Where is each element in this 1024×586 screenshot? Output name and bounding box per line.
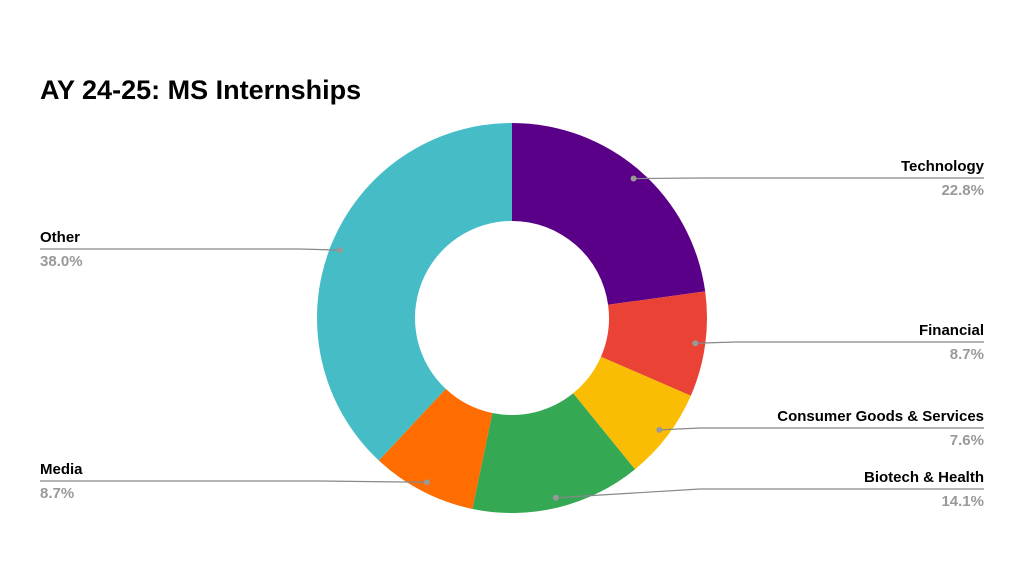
leader-dot — [552, 494, 559, 501]
value-label: 22.8% — [941, 182, 984, 199]
value-label: 8.7% — [40, 485, 74, 502]
slice — [512, 123, 706, 305]
leader-dot — [336, 247, 343, 254]
slice-label: Consumer Goods & Services — [777, 408, 984, 425]
leader-dot — [692, 340, 699, 347]
leader-line — [40, 248, 340, 251]
slice-label: Financial — [919, 322, 984, 339]
slice-label: Technology — [901, 158, 985, 175]
slice-label: Biotech & Health — [864, 469, 984, 486]
leader-line — [40, 480, 427, 483]
leader-line — [659, 427, 984, 431]
leader-dot — [656, 426, 663, 433]
leader-line — [633, 177, 984, 180]
value-label: 8.7% — [950, 346, 984, 363]
slice — [472, 393, 635, 513]
value-label: 38.0% — [40, 253, 83, 270]
slice — [573, 356, 691, 470]
slice-label: Media — [40, 461, 83, 478]
chart-title: AY 24-25: MS Internships — [40, 75, 361, 105]
slice-label: Other — [40, 229, 80, 246]
leader-dot — [630, 175, 637, 182]
slice — [378, 388, 493, 509]
leader-line — [555, 488, 984, 499]
leader-line — [695, 341, 984, 344]
slice — [600, 291, 707, 396]
value-label: 7.6% — [950, 432, 984, 449]
leader-dot — [423, 479, 430, 486]
slice — [317, 123, 512, 461]
value-label: 14.1% — [941, 493, 984, 510]
